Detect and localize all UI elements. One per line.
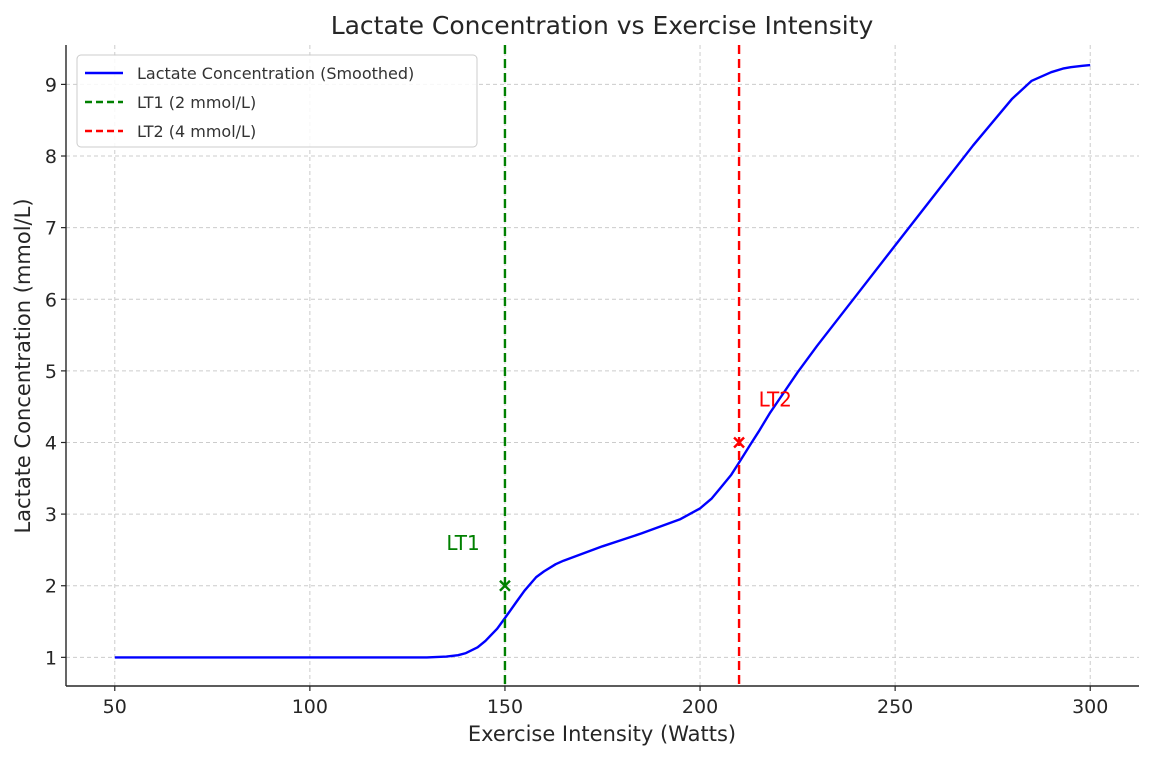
x-tick-label: 300 — [1072, 696, 1108, 718]
plot-area — [114, 45, 1091, 686]
point-marker-1 — [733, 436, 745, 449]
x-tick-label: 250 — [877, 696, 913, 718]
y-tick-label: 5 — [45, 361, 57, 383]
y-tick-label: 1 — [45, 647, 57, 669]
legend-label-2: LT2 (4 mmol/L) — [137, 122, 256, 141]
y-tick-label: 2 — [45, 576, 57, 598]
y-axis-label: Lactate Concentration (mmol/L) — [11, 198, 35, 533]
chart-title: Lactate Concentration vs Exercise Intens… — [331, 11, 874, 40]
legend: Lactate Concentration (Smoothed) LT1 (2 m… — [76, 54, 478, 148]
legend-box — [76, 54, 478, 148]
y-tick-label: 7 — [45, 218, 57, 240]
y-tick-label: 3 — [45, 504, 57, 526]
y-tick-label: 9 — [45, 74, 57, 96]
x-tick-label: 150 — [487, 696, 523, 718]
y-tick-label: 4 — [45, 432, 57, 454]
x-tick-label: 100 — [292, 696, 328, 718]
annotations: LT1 LT2 — [446, 388, 791, 555]
y-tick-label: 8 — [45, 146, 57, 168]
point-marker-0 — [499, 579, 511, 592]
x-tick-label: 50 — [103, 696, 127, 718]
y-tick-label: 6 — [45, 289, 57, 311]
series-line-0 — [114, 63, 1091, 659]
annotation-lt2: LT2 — [759, 388, 792, 412]
legend-label-1: LT1 (2 mmol/L) — [137, 93, 256, 112]
x-tick-label: 200 — [682, 696, 718, 718]
x-axis-label: Exercise Intensity (Watts) — [468, 722, 736, 746]
axes: 50 100 150 200 250 300 1 2 3 4 5 6 7 8 9 — [45, 45, 1139, 718]
annotation-lt1: LT1 — [446, 531, 479, 555]
legend-label-0: Lactate Concentration (Smoothed) — [137, 64, 414, 83]
